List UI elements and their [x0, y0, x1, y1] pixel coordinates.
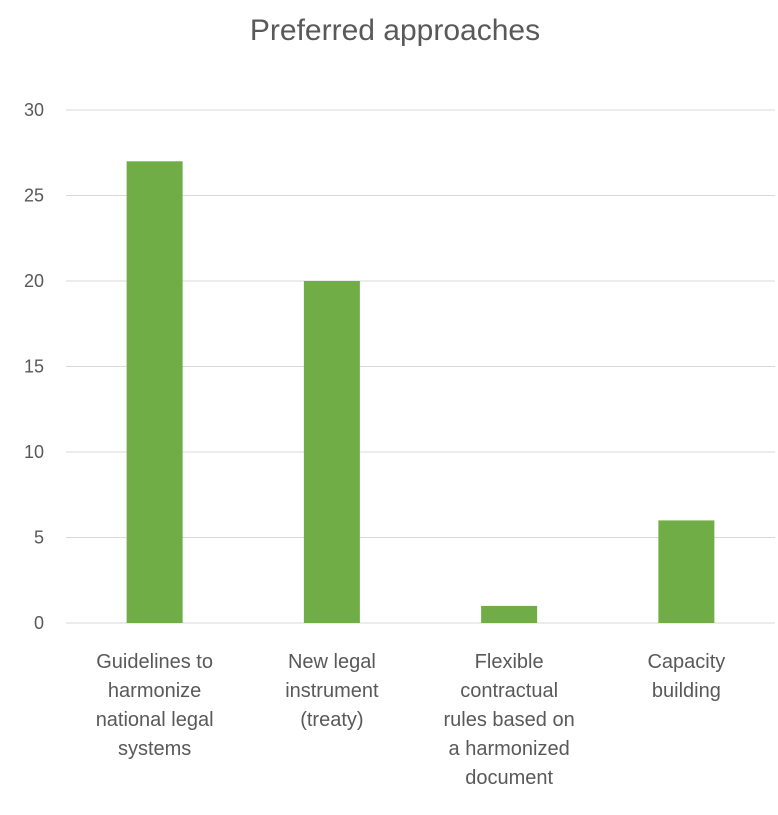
bar: [303, 281, 360, 623]
x-category-label: New legal instrument (treaty): [285, 651, 379, 731]
y-axis-ticks: 0 5 10 15 20 25 30: [24, 100, 44, 633]
y-tick-label: 15: [24, 357, 44, 377]
bar: [658, 520, 715, 623]
x-category-label-line: (treaty): [300, 709, 363, 731]
x-category-label-line: building: [652, 680, 721, 702]
bar: [126, 161, 183, 624]
y-tick-label: 0: [34, 613, 44, 633]
gridlines: [66, 109, 775, 624]
x-category-label: Capacity building: [647, 651, 725, 702]
x-category-label: Flexible contractual rules based on a harmo…: [444, 651, 575, 789]
x-category-label-line: Flexible: [475, 651, 544, 673]
x-category-label-line: document: [465, 767, 553, 789]
x-category-label-line: national legal: [96, 709, 214, 731]
x-category-label-line: systems: [118, 738, 191, 760]
x-category-label: Guidelines to harmonize national legal syst…: [96, 651, 214, 760]
x-category-label-line: Guidelines to: [96, 651, 213, 673]
chart-title: Preferred approaches: [250, 14, 540, 47]
x-category-label-line: instrument: [285, 680, 379, 702]
x-axis-labels: Guidelines to harmonize national legal syst…: [96, 651, 726, 789]
y-tick-label: 30: [24, 100, 44, 120]
bar: [481, 605, 538, 623]
x-category-label-line: contractual: [460, 680, 558, 702]
y-tick-label: 5: [34, 528, 44, 548]
x-category-label-line: rules based on: [444, 709, 575, 731]
x-category-label-line: New legal: [288, 651, 376, 673]
bars: [126, 161, 715, 624]
y-tick-label: 10: [24, 442, 44, 462]
y-tick-label: 20: [24, 271, 44, 291]
x-category-label-line: a harmonized: [449, 738, 570, 760]
y-tick-label: 25: [24, 186, 44, 206]
x-category-label-line: Capacity: [647, 651, 725, 673]
x-category-label-line: harmonize: [108, 680, 201, 702]
